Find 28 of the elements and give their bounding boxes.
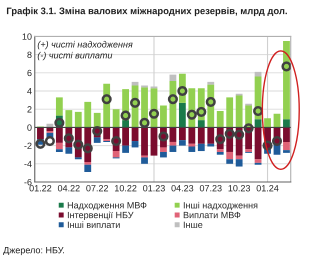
x-tick-label: 07.23 <box>200 185 222 192</box>
legend-label: Інтервенції НБУ <box>68 212 134 220</box>
x-tick-label: 04.23 <box>171 185 194 192</box>
x-tick-label: 01.24 <box>256 185 279 192</box>
legend-label: Інші надходження <box>184 202 258 210</box>
y-tick-label: -6 <box>24 178 32 186</box>
y-tick-label: -4 <box>24 160 32 168</box>
y-tick-label: 8 <box>27 52 32 58</box>
x-tick-label: 01.22 <box>29 185 52 192</box>
legend-label: Інше <box>184 222 202 228</box>
x-tick-label: 10.22 <box>114 185 136 192</box>
legend-label: Інші виплати <box>68 221 120 228</box>
chart-title: Графік 3.1. Зміна валових міжнародних резервів, млрд дол. <box>6 7 287 16</box>
y-tick-label: -2 <box>24 142 32 149</box>
x-tick-label: 04.22 <box>58 185 80 192</box>
annotation: (+) чисті надходження <box>38 40 133 50</box>
text: Джерело: НБУ. <box>3 247 64 256</box>
legend-label: Виплати МВФ <box>184 212 240 218</box>
legend-label: Надходження МВФ <box>68 202 146 210</box>
y-tick-label: 10 <box>22 33 32 40</box>
annotation: (-) чисті виплати <box>38 52 112 60</box>
y-tick-label: 6 <box>27 70 32 76</box>
x-tick-label: 01.23 <box>143 185 165 192</box>
y-tick-label: 2 <box>27 106 32 112</box>
y-tick-label: 0 <box>27 124 32 131</box>
y-tick-label: 4 <box>27 88 32 94</box>
x-tick-label: 07.22 <box>86 185 108 192</box>
x-tick-label: 10.23 <box>228 185 250 192</box>
